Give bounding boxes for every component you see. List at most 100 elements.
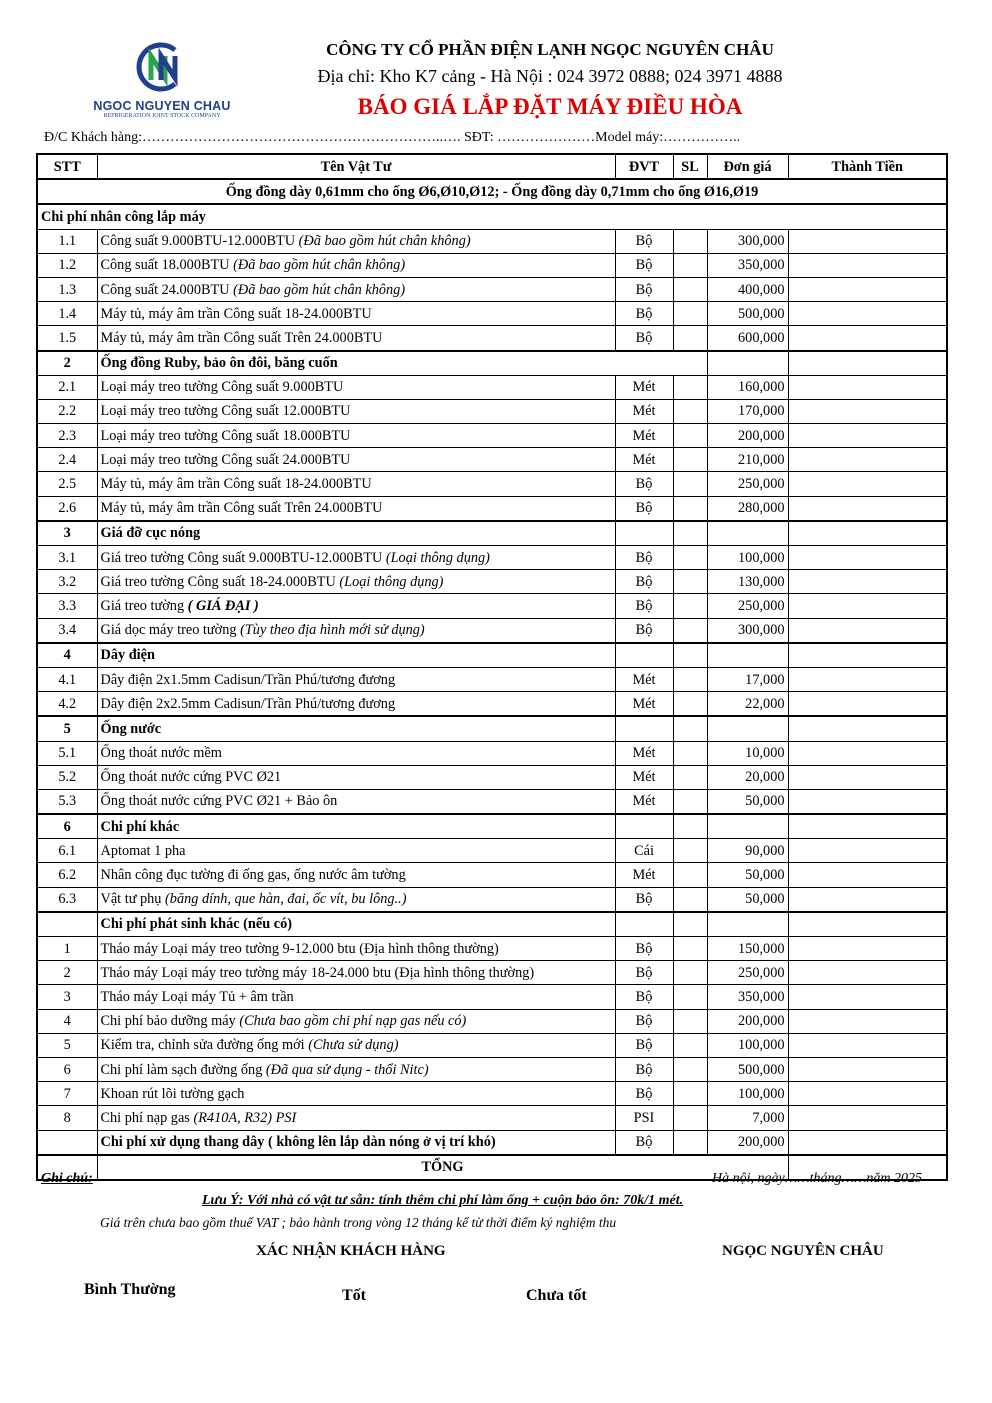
item-quantity[interactable] xyxy=(672,984,708,1010)
section-number xyxy=(36,910,98,937)
item-total[interactable] xyxy=(787,960,948,986)
item-total[interactable] xyxy=(787,495,948,522)
item-number: 1.5 xyxy=(36,325,98,351)
table-row: 5.3 Ống thoát nước cứng PVC Ø21 + Bảo ôn M… xyxy=(36,788,948,815)
item-quantity[interactable] xyxy=(672,1056,708,1083)
item-total[interactable] xyxy=(787,1008,948,1034)
grand-total[interactable] xyxy=(787,1153,948,1181)
item-total[interactable] xyxy=(787,617,948,644)
item-name: Máy tủ, máy âm trần Công suất 18-24.000B… xyxy=(96,471,616,497)
section-header: 6 Chi phí khác xyxy=(36,813,948,840)
item-unit: Bộ xyxy=(614,471,674,497)
item-quantity[interactable] xyxy=(672,617,708,644)
item-number: 2 xyxy=(36,960,98,986)
item-number: 2.4 xyxy=(36,447,98,473)
item-unit-price: 22,000 xyxy=(706,691,789,717)
item-name: Chi phí bảo dưỡng máy (Chưa bao gồm chi … xyxy=(96,1008,616,1034)
item-quantity[interactable] xyxy=(672,1008,708,1034)
item-total[interactable] xyxy=(787,886,948,913)
item-total[interactable] xyxy=(787,471,948,497)
item-total[interactable] xyxy=(787,935,948,962)
item-unit-price: 300,000 xyxy=(706,617,789,644)
section-title: Ống đồng Ruby, bảo ôn đôi, băng cuốn xyxy=(96,349,708,376)
item-number: 6 xyxy=(36,1056,98,1083)
item-quantity[interactable] xyxy=(672,960,708,986)
item-total[interactable] xyxy=(787,325,948,351)
item-total[interactable] xyxy=(787,1056,948,1083)
item-total[interactable] xyxy=(787,862,948,888)
item-quantity[interactable] xyxy=(672,471,708,497)
item-quantity[interactable] xyxy=(672,276,708,303)
item-quantity[interactable] xyxy=(672,569,708,595)
item-total[interactable] xyxy=(787,252,948,278)
item-quantity[interactable] xyxy=(672,1032,708,1058)
item-quantity[interactable] xyxy=(672,447,708,473)
item-name-text: Kiểm tra, chỉnh sửa đường ống mới xyxy=(100,1037,309,1054)
item-total[interactable] xyxy=(787,374,948,400)
item-total[interactable] xyxy=(787,1032,948,1058)
item-total[interactable] xyxy=(787,228,948,254)
item-quantity[interactable] xyxy=(672,593,708,619)
rating-good[interactable]: Tốt xyxy=(342,1287,366,1304)
item-total[interactable] xyxy=(787,569,948,595)
item-total[interactable] xyxy=(787,788,948,815)
item-total[interactable] xyxy=(787,447,948,473)
item-quantity[interactable] xyxy=(672,423,708,449)
item-quantity[interactable] xyxy=(672,1129,708,1156)
item-quantity[interactable] xyxy=(672,788,708,815)
item-quantity[interactable] xyxy=(672,325,708,351)
item-quantity[interactable] xyxy=(672,886,708,913)
item-quantity[interactable] xyxy=(672,544,708,571)
item-unit-price: 250,000 xyxy=(706,593,789,619)
item-quantity[interactable] xyxy=(672,740,708,766)
item-unit: Mét xyxy=(614,374,674,400)
item-total[interactable] xyxy=(787,740,948,766)
item-total[interactable] xyxy=(787,1081,948,1107)
item-unit-price: 90,000 xyxy=(706,838,789,864)
unit-cell xyxy=(614,519,674,546)
rating-not-good[interactable]: Chưa tốt xyxy=(526,1287,587,1304)
item-total[interactable] xyxy=(787,691,948,717)
item-unit: Mét xyxy=(614,788,674,815)
item-total[interactable] xyxy=(787,1105,948,1131)
item-unit-price: 50,000 xyxy=(706,862,789,888)
item-quantity[interactable] xyxy=(672,398,708,425)
item-quantity[interactable] xyxy=(672,228,708,254)
item-quantity[interactable] xyxy=(672,1081,708,1107)
item-note: (Đã bao gồm hút chân không) xyxy=(298,233,471,250)
item-unit: Bộ xyxy=(614,544,674,571)
item-quantity[interactable] xyxy=(672,495,708,522)
item-number: 5.1 xyxy=(36,740,98,766)
item-quantity[interactable] xyxy=(672,301,708,327)
item-quantity[interactable] xyxy=(672,666,708,693)
table-row: 5.1 Ống thoát nước mềm Mét 10,000 xyxy=(36,740,948,766)
item-quantity[interactable] xyxy=(672,691,708,717)
item-name: Giá treo tường ( GIÁ ĐẠI ) xyxy=(96,593,616,619)
table-row: 4.2 Dây điện 2x2.5mm Cadisun/Trần Phú/tươ… xyxy=(36,691,948,717)
item-quantity[interactable] xyxy=(672,374,708,400)
item-quantity[interactable] xyxy=(672,252,708,278)
item-total[interactable] xyxy=(787,593,948,619)
item-total[interactable] xyxy=(787,838,948,864)
item-quantity[interactable] xyxy=(672,935,708,962)
item-total[interactable] xyxy=(787,1129,948,1156)
item-name-text: Chi phí xử dụng thang dây ( không lên lắ… xyxy=(100,1134,496,1151)
item-total[interactable] xyxy=(787,276,948,303)
item-quantity[interactable] xyxy=(672,1105,708,1131)
item-total[interactable] xyxy=(787,423,948,449)
section-title: Dây điện xyxy=(96,641,616,668)
item-total[interactable] xyxy=(787,764,948,790)
item-total[interactable] xyxy=(787,666,948,693)
notice-line: Lưu Ý: Với nhà có vật tư sẵn: tính thêm … xyxy=(202,1193,684,1208)
section-number: 5 xyxy=(36,715,98,742)
section-title: Ống nước xyxy=(96,715,616,742)
item-total[interactable] xyxy=(787,984,948,1010)
item-name-text: Chi phí nạp gas xyxy=(100,1109,194,1126)
item-total[interactable] xyxy=(787,398,948,425)
item-total[interactable] xyxy=(787,301,948,327)
item-quantity[interactable] xyxy=(672,764,708,790)
rating-normal[interactable]: Bình Thường xyxy=(84,1281,176,1298)
item-quantity[interactable] xyxy=(672,862,708,888)
item-total[interactable] xyxy=(787,544,948,571)
item-quantity[interactable] xyxy=(672,838,708,864)
